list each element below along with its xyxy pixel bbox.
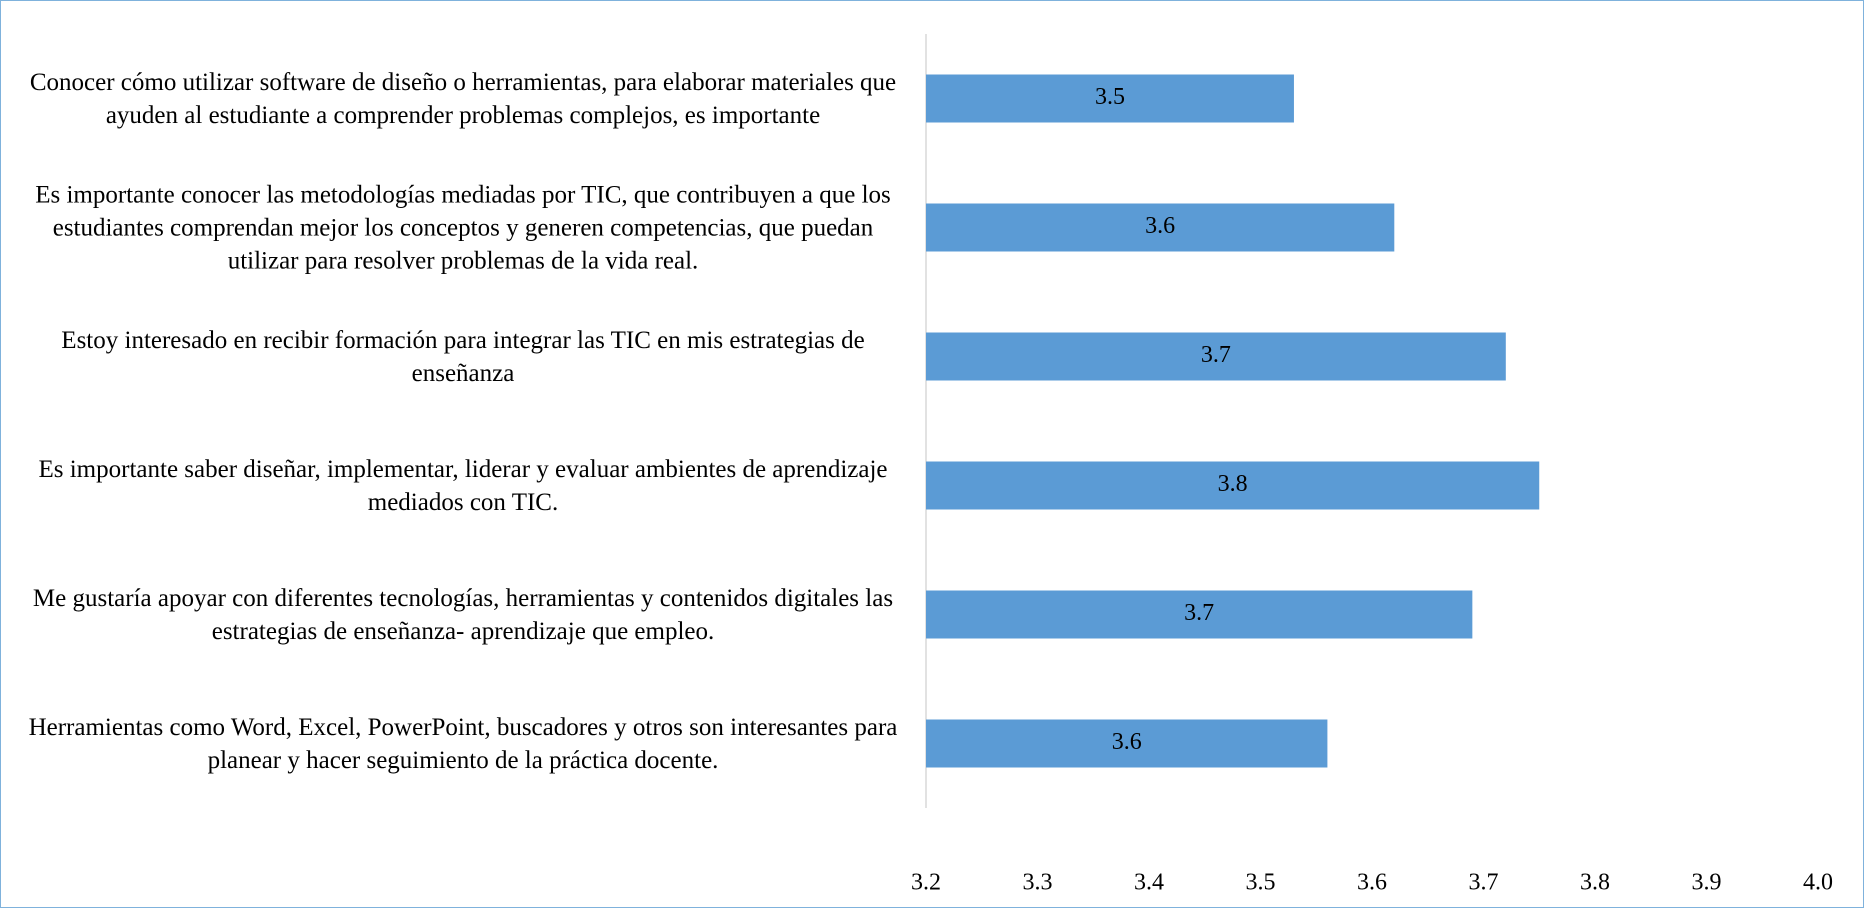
- bar: [926, 74, 1294, 123]
- data-label: 3.6: [1145, 213, 1175, 239]
- y-tick-label: Es importante saber diseñar, implementar…: [38, 455, 888, 516]
- x-tick-label: 3.3: [1023, 870, 1053, 896]
- x-tick-label: 4.0: [1803, 870, 1833, 896]
- bar: [926, 590, 1473, 639]
- y-tick-label: Estoy interesado en recibir formación pa…: [61, 326, 865, 387]
- y-tick-label: Herramientas como Word, Excel, PowerPoin…: [28, 713, 898, 774]
- y-tick-label: Conocer cómo utilizar software de diseño…: [29, 68, 897, 129]
- bar: [926, 719, 1328, 768]
- x-tick-label: 3.6: [1357, 870, 1387, 896]
- data-label: 3.5: [1095, 84, 1125, 110]
- bar: [926, 203, 1395, 252]
- data-label: 3.8: [1218, 471, 1248, 497]
- data-label: 3.7: [1201, 342, 1231, 368]
- data-label: 3.6: [1112, 729, 1142, 755]
- bar: [926, 332, 1506, 381]
- y-tick-label: Me gustaría apoyar con diferentes tecnol…: [32, 584, 894, 645]
- x-tick-label: 3.4: [1134, 870, 1164, 896]
- x-tick-label: 3.7: [1469, 870, 1499, 896]
- data-label: 3.7: [1184, 600, 1214, 626]
- x-tick-label: 3.8: [1580, 870, 1610, 896]
- y-tick-label: Es importante conocer las metodologías m…: [35, 181, 891, 274]
- bar: [926, 461, 1540, 510]
- x-tick-label: 3.5: [1246, 870, 1276, 896]
- x-tick-label: 3.9: [1692, 870, 1722, 896]
- x-tick-label: 3.2: [911, 870, 941, 896]
